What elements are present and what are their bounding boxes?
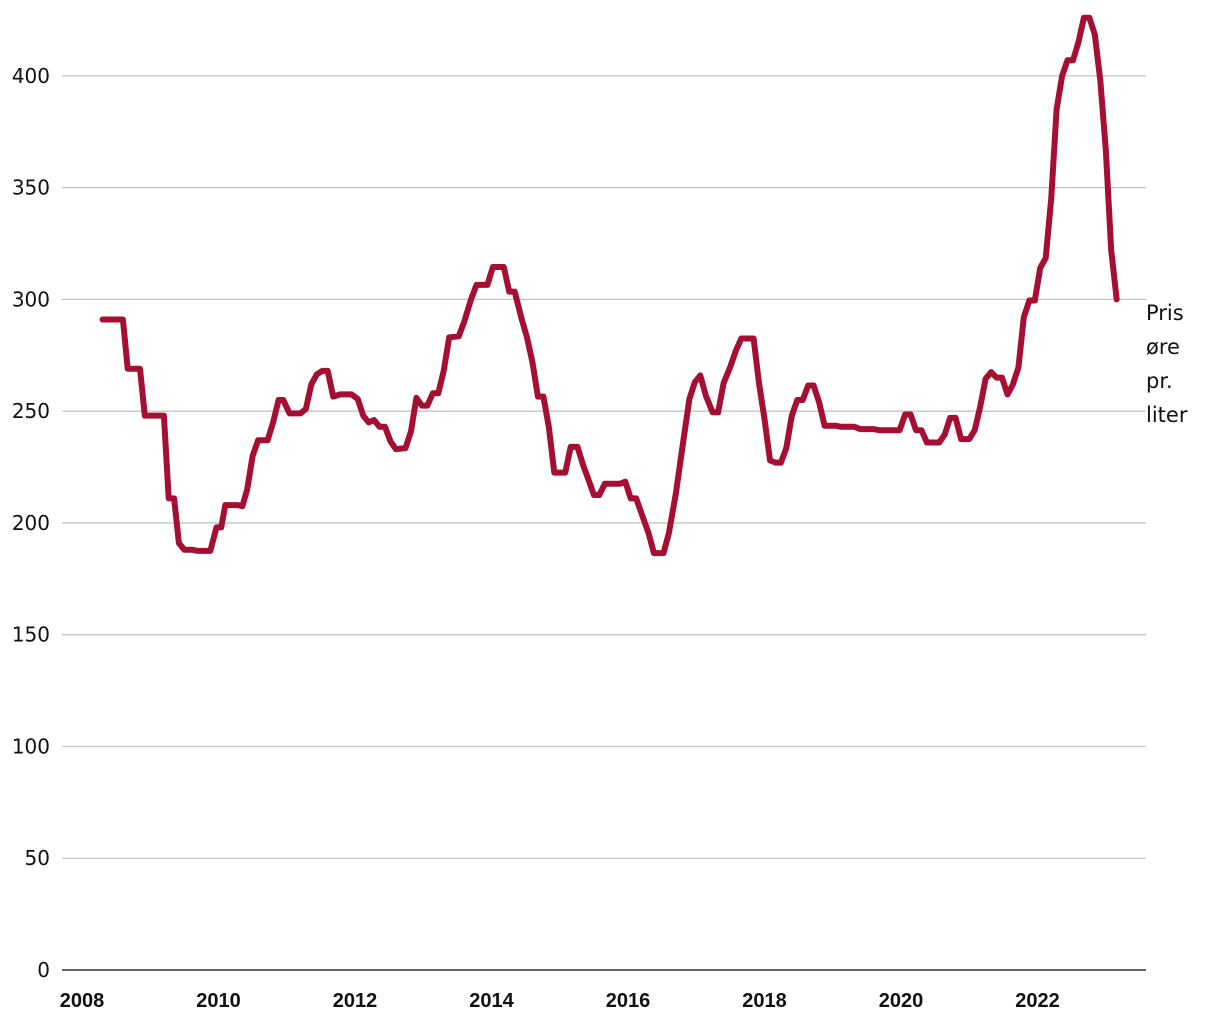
- end-label: Pris øre pr. liter: [1146, 301, 1188, 427]
- x-tick-label: 2008: [60, 990, 105, 1012]
- x-tick-label: 2020: [879, 990, 924, 1012]
- y-tick-label: 250: [12, 399, 50, 423]
- end-label-line: pr.: [1146, 369, 1173, 393]
- y-tick-label: 150: [12, 623, 50, 647]
- y-tick-label: 200: [12, 511, 50, 535]
- end-label-line: øre: [1146, 335, 1180, 359]
- end-label-line: liter: [1146, 403, 1188, 427]
- x-tick-label: 2010: [196, 990, 241, 1012]
- y-tick-label: 50: [25, 846, 50, 870]
- y-tick-label: 300: [12, 287, 50, 311]
- series-group: [99, 14, 1120, 557]
- x-tick-label: 2012: [333, 990, 378, 1012]
- x-tick-label: 2022: [1015, 990, 1060, 1012]
- x-tick-label: 2016: [606, 990, 651, 1012]
- end-label-line: Pris: [1146, 301, 1184, 325]
- x-tick-label: 2014: [469, 990, 514, 1012]
- y-tick-label: 350: [12, 176, 50, 200]
- gridlines: [62, 75, 1146, 859]
- x-tick-label: 2018: [742, 990, 787, 1012]
- y-tick-label: 0: [37, 958, 50, 982]
- y-axis-ticks: 0 50 100 150 200 250 300 350 400: [12, 64, 50, 982]
- y-tick-label: 400: [12, 64, 50, 88]
- y-tick-label: 100: [12, 734, 50, 758]
- series-line-1: [99, 14, 1120, 557]
- x-axis-ticks: 2008 2010 2012 2014 2016 2018 2020 2022: [60, 990, 1060, 1012]
